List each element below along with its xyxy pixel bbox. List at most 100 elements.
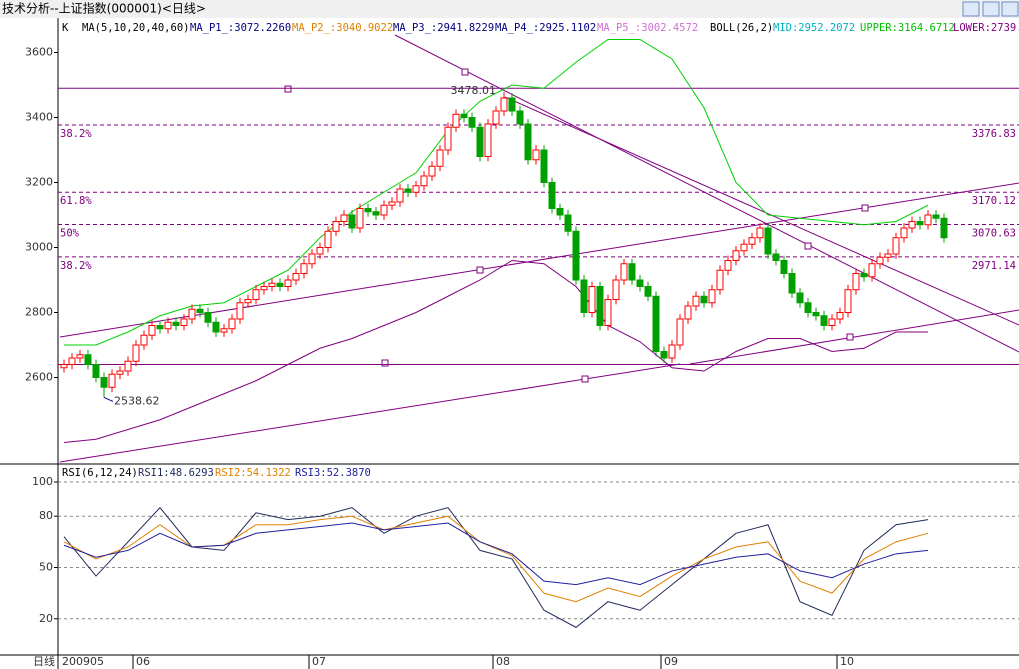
candle-body [348, 214, 356, 229]
candle-body [148, 325, 156, 336]
y-tick-label: 100 [32, 475, 53, 488]
candle-body [68, 357, 76, 365]
candle-body [332, 221, 340, 232]
candle-body [196, 308, 204, 313]
fib-ratio: 38.2% [60, 260, 92, 272]
header-item: K [62, 22, 69, 34]
candle-body [356, 208, 364, 229]
header-item: UPPER:3164.6712 [860, 22, 955, 34]
candle-body [316, 247, 324, 255]
title-bar [0, 0, 1019, 18]
fib-value: 3376.83 [972, 128, 1016, 140]
trend-anchors [284, 68, 869, 383]
candle-body [484, 123, 492, 157]
candle-body [868, 263, 876, 278]
x-tick-label: 10 [840, 655, 854, 668]
candle-body [844, 289, 852, 313]
candle-body [748, 237, 756, 245]
candle-body [676, 318, 684, 346]
candle-body [436, 149, 444, 167]
trough-label: 2538.62 [114, 394, 160, 407]
candle-body [396, 188, 404, 203]
candle-body [76, 354, 84, 359]
y-tick-label: 2800 [25, 306, 53, 319]
y-tick-label: 2600 [25, 371, 53, 384]
header-item: RSI(6,12,24) [62, 467, 138, 479]
candle-body [492, 110, 500, 125]
candle-body [852, 273, 860, 291]
candle-body [804, 302, 812, 313]
anchor [284, 85, 292, 93]
candle-body [268, 282, 276, 287]
x-tick-label: 06 [136, 655, 150, 668]
candle-body [92, 364, 100, 378]
candle-body [444, 126, 452, 151]
anchor [581, 375, 589, 383]
fib-ratio: 38.2% [60, 128, 92, 140]
y-tick-label: 3000 [25, 241, 53, 254]
candle-body [452, 113, 460, 128]
candle-body [772, 253, 780, 261]
candle-body [660, 351, 668, 359]
candle-body [628, 263, 636, 281]
candle-body [548, 182, 556, 209]
candle-body [380, 204, 388, 216]
y-tick-label: 3600 [25, 46, 53, 59]
candle-body [388, 201, 396, 206]
candle-body [580, 279, 588, 313]
fib-value: 3170.12 [972, 195, 1016, 207]
candle-body [572, 230, 580, 281]
peak-label: 3478.01 [451, 84, 497, 97]
candle-body [532, 149, 540, 161]
header-item: BOLL(26,2) [710, 22, 773, 34]
y-tick-label: 50 [39, 561, 53, 574]
start-label: 200905 [62, 655, 104, 668]
candle-body [900, 227, 908, 239]
header-item: MA_P2_:3040.9022 [292, 22, 393, 34]
anchor [846, 333, 854, 341]
series-line [63, 522, 929, 586]
fib-ratio: 61.8% [60, 195, 92, 207]
anchor [476, 266, 484, 274]
candle-body [340, 214, 348, 222]
fib-ratio: 50% [60, 228, 80, 240]
candle-body [164, 321, 172, 330]
header-item: MA_P1_:3072.2260 [190, 22, 291, 34]
legend-entry: RSI3:52.3870 [295, 467, 371, 479]
candle-body [884, 253, 892, 258]
candle-body [596, 286, 604, 326]
candle-body [860, 273, 868, 278]
candle-body [524, 123, 532, 161]
series-line [64, 39, 929, 346]
candle-body [644, 286, 652, 297]
candle-body [460, 113, 468, 118]
y-tick-label: 3200 [25, 176, 53, 189]
trend-line [504, 96, 1019, 326]
header-item: MA_P3_:2941.8229 [393, 22, 494, 34]
trough-pointer [103, 396, 114, 402]
header-item: MA_P5_:3002.4572 [597, 22, 698, 34]
trend-line [59, 363, 681, 463]
header-item: LOWER:2739. [953, 22, 1019, 34]
button-next[interactable] [982, 1, 1000, 17]
button-prev[interactable] [962, 1, 980, 17]
candle-body [292, 273, 300, 281]
candle-body [276, 282, 284, 287]
candle-body [692, 295, 700, 307]
candle-body [636, 279, 644, 287]
fib-value: 3070.63 [972, 228, 1016, 240]
nav-buttons[interactable] [962, 1, 1019, 17]
candle-body [476, 126, 484, 157]
candle-body [500, 97, 508, 112]
candle-body [788, 273, 796, 294]
candle-body [156, 325, 164, 330]
candle-body [916, 221, 924, 226]
x-tick-label: 09 [664, 655, 678, 668]
candle-body [740, 243, 748, 252]
anchor [381, 359, 389, 367]
button-expand[interactable] [1001, 1, 1019, 17]
candle-body [260, 286, 268, 291]
candle-body [708, 289, 716, 304]
candle-body [172, 321, 180, 326]
